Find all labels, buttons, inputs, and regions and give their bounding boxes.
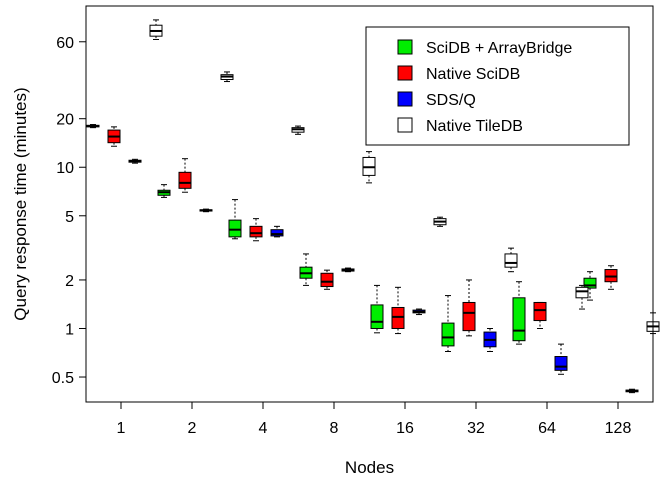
box-plot	[128, 158, 142, 164]
box	[504, 253, 518, 268]
box-plot	[583, 271, 597, 301]
box-plot	[604, 265, 618, 290]
box-plot	[299, 253, 313, 286]
box-plot	[441, 295, 455, 352]
box	[583, 277, 597, 289]
box	[554, 356, 568, 371]
legend-label: Native TileDB	[426, 118, 523, 135]
box-plot	[412, 308, 426, 316]
y-tick-label: 10	[56, 160, 74, 177]
legend-label: SDS/Q	[426, 92, 476, 109]
box-plot	[320, 269, 334, 290]
legend-swatch	[397, 39, 413, 55]
box-plot	[157, 184, 171, 198]
box-plot	[270, 225, 284, 238]
x-tick-label: 128	[605, 420, 632, 437]
box-plot	[362, 151, 376, 184]
box	[249, 225, 263, 238]
y-tick-label: 1	[65, 321, 74, 338]
legend-swatch	[397, 65, 413, 81]
y-axis-title: Query response time (minutes)	[11, 87, 30, 320]
legend-item: Native TileDB	[397, 117, 523, 135]
box-plot	[625, 388, 639, 394]
x-tick-label: 32	[467, 420, 485, 437]
box-plot	[533, 301, 547, 329]
y-tick-label: 5	[65, 209, 74, 226]
plot-frame	[85, 5, 654, 403]
x-axis-title: Nodes	[345, 458, 394, 477]
box	[228, 219, 242, 238]
legend-swatch	[397, 117, 413, 133]
box-plot	[86, 124, 100, 129]
box-plot	[220, 71, 234, 83]
box-plot	[512, 281, 526, 345]
legend-item: SDS/Q	[397, 91, 476, 109]
box-plot	[575, 284, 589, 310]
box-plot	[199, 208, 213, 213]
box-plot	[554, 343, 568, 375]
box	[533, 301, 547, 322]
legend-item: Native SciDB	[397, 65, 520, 83]
box-plot	[483, 327, 497, 352]
box	[270, 229, 284, 237]
legend-swatch	[397, 91, 413, 107]
plot-area	[86, 19, 660, 394]
legend-item: SciDB + ArrayBridge	[397, 39, 572, 57]
box-plot	[249, 218, 263, 242]
y-tick-label: 2	[65, 273, 74, 290]
x-tick-label: 4	[259, 420, 268, 437]
box-plot	[462, 279, 476, 337]
x-tick-label: 2	[188, 420, 197, 437]
box	[178, 171, 192, 189]
box	[320, 272, 334, 288]
legend: SciDB + ArrayBridge Native SciDB SDS/Q Nati…	[365, 26, 630, 146]
box-plot	[370, 284, 384, 334]
x-tick-label: 16	[396, 420, 414, 437]
legend-label: Native SciDB	[426, 66, 520, 83]
x-tick-label: 1	[117, 420, 126, 437]
x-tick-label: 8	[330, 420, 339, 437]
box-plot	[391, 286, 405, 335]
box-plot	[228, 199, 242, 240]
box	[512, 297, 526, 342]
box-plot	[341, 267, 355, 273]
box-plot	[149, 19, 163, 40]
box-plot	[291, 125, 305, 135]
y-axis: 0.5 1 2 5 10 20 60	[52, 35, 86, 387]
x-tick-label: 64	[538, 420, 556, 437]
box	[370, 304, 384, 329]
legend-label: SciDB + ArrayBridge	[426, 40, 572, 57]
box	[391, 306, 405, 329]
box	[462, 301, 476, 332]
y-tick-label: 60	[56, 35, 74, 52]
box-plot	[178, 158, 192, 193]
y-tick-label: 20	[56, 112, 74, 129]
y-tick-label: 0.5	[52, 370, 74, 387]
box-plot	[433, 216, 447, 227]
box	[575, 286, 589, 299]
box-plot	[504, 247, 518, 273]
box-plot	[107, 126, 121, 147]
box	[441, 322, 455, 347]
x-axis: 1 2 4 8 16 32 64 128	[117, 402, 632, 437]
